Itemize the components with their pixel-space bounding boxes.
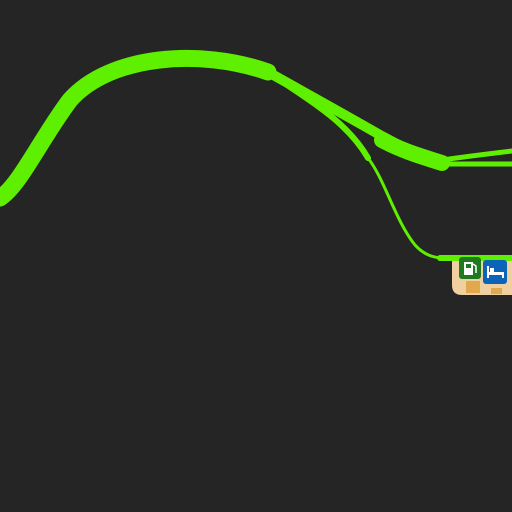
highway-junction-bulge[interactable] [374,132,450,171]
highway-main[interactable] [0,50,277,207]
service-access-road[interactable] [366,156,447,260]
fuel-icon[interactable] [459,257,481,279]
building [466,281,480,293]
bed-icon[interactable] [483,260,507,284]
highway-carriageway-b[interactable] [265,69,371,161]
highway-east-upper[interactable] [439,148,512,163]
building [491,288,502,294]
